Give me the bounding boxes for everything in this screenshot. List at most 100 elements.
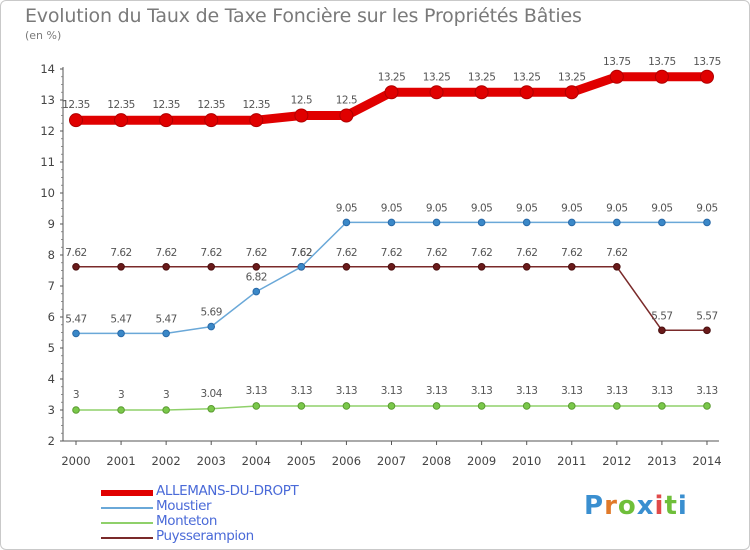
legend-swatch [101,537,153,539]
logo-letter: i [654,491,665,521]
allemans-point [294,108,309,123]
puysserampion-data-label: 7.62 [516,247,537,259]
x-tick-label: 2006 [332,454,361,468]
moustier-data-label: 7.62 [291,247,312,259]
moustier-point [207,322,216,331]
puysserampion-point [703,326,711,335]
puysserampion-data-label: 7.62 [381,247,402,259]
y-tick-label: 3 [48,403,55,417]
legend-label: ALLEMANS-DU-DROPT [156,483,299,499]
monteton-point [117,406,125,414]
allemans-data-label: 13.75 [693,56,721,68]
monteton-data-label: 3.13 [426,385,447,397]
puysserampion-data-label: 7.62 [65,247,86,259]
allemans-point [519,85,534,100]
allemans-point [339,108,354,123]
y-tick-label: 14 [40,62,55,76]
allemans-point [609,69,624,84]
monteton-point [252,402,261,410]
monteton-point [162,406,170,414]
moustier-point [567,218,576,227]
moustier-data-label: 5.47 [155,313,176,325]
y-tick-label: 5 [48,341,55,355]
monteton-data-label: 3.13 [381,385,402,397]
logo-letter: t [664,491,678,521]
proxiti-logo: Proxiti [584,491,688,521]
y-axis-unit: (en %) [25,29,62,42]
moustier-data-label: 9.05 [696,202,717,214]
moustier-point [72,329,80,338]
moustier-data-label: 9.05 [426,202,447,214]
moustier-point [162,329,170,338]
moustier-point [522,218,531,227]
x-tick-label: 2013 [647,454,676,468]
legend-swatch [101,507,153,509]
moustier-data-label: 5.69 [201,307,222,319]
puysserampion-point [658,326,666,335]
moustier-point [297,262,306,271]
y-tick-label: 7 [48,279,55,293]
moustier-point [477,218,486,227]
moustier-data-label: 9.05 [606,202,627,214]
x-tick-label: 2008 [422,454,451,468]
legend-swatch [101,490,153,496]
monteton-point [567,402,576,410]
chart-title: Evolution du Taux de Taxe Foncière sur l… [25,5,582,27]
monteton-data-label: 3.13 [606,385,627,397]
legend-label: Puysserampion [156,528,254,544]
allemans-data-label: 12.35 [107,99,135,111]
y-tick-label: 10 [40,186,55,200]
allemans-point [249,113,264,128]
allemans-data-label: 13.25 [558,71,586,83]
puysserampion-point [387,262,396,271]
y-tick-label: 9 [48,217,55,231]
puysserampion-point [162,262,170,271]
monteton-data-label: 3.13 [561,385,582,397]
monteton-point [207,404,216,413]
puysserampion-data-label: 5.57 [696,310,717,322]
allemans-data-label: 13.25 [378,71,406,83]
x-tick-label: 2009 [467,454,496,468]
y-tick-label: 4 [48,372,55,386]
puysserampion-point [522,262,531,271]
moustier-data-label: 9.05 [381,202,402,214]
moustier-point [703,218,711,227]
monteton-point [522,402,531,410]
logo-letter: P [584,491,605,521]
x-tick-label: 2005 [287,454,316,468]
monteton-data-label: 3.04 [201,388,223,400]
puysserampion-data-label: 7.62 [291,247,312,259]
y-tick-label: 11 [40,155,55,169]
allemans-data-label: 12.5 [336,95,357,107]
allemans-point [204,113,219,128]
allemans-data-label: 12.35 [62,99,90,111]
x-tick-label: 2012 [602,454,631,468]
moustier-data-label: 9.05 [561,202,582,214]
monteton-point [658,402,666,410]
puysserampion-data-label: 7.62 [606,247,627,259]
moustier-point [117,329,125,338]
x-tick-label: 2014 [692,454,721,468]
allemans-point [699,69,714,84]
monteton-data-label: 3.13 [336,385,357,397]
logo-letter: o [617,491,637,521]
monteton-data-label: 3.13 [291,385,312,397]
puysserampion-point [432,262,441,271]
moustier-point [613,218,621,227]
allemans-data-label: 13.25 [468,71,496,83]
logo-letter: x [636,491,655,521]
y-tick-label: 8 [48,248,55,262]
allemans-data-label: 12.35 [197,99,225,111]
x-tick-label: 2004 [242,454,271,468]
monteton-point [703,402,711,410]
moustier-data-label: 9.05 [471,202,492,214]
puysserampion-point [72,262,80,271]
legend-label: Monteton [156,513,217,529]
moustier-point [387,218,396,227]
allemans-point [564,85,579,100]
x-tick-label: 2000 [61,454,90,468]
x-tick-label: 2002 [151,454,180,468]
monteton-point [432,402,441,410]
